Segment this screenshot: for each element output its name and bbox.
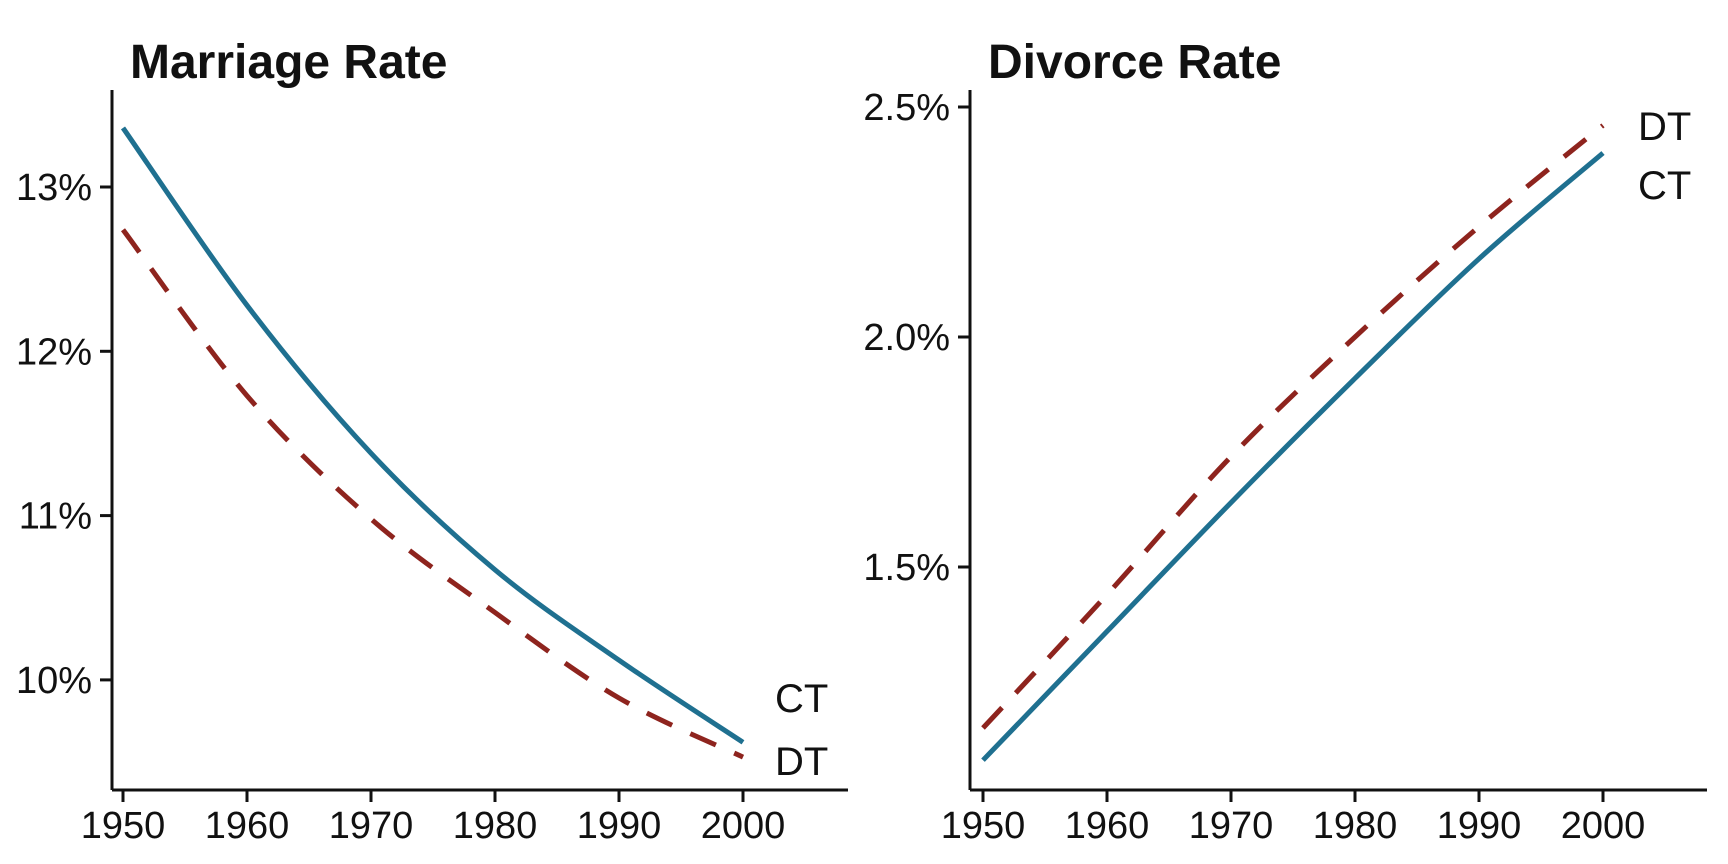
x-tick-label: 1980: [1313, 805, 1398, 847]
y-tick-label: 1.5%: [863, 547, 950, 589]
chart-title-marriage-rate: Marriage Rate: [130, 36, 447, 89]
y-tick-label: 2.0%: [863, 317, 950, 359]
x-tick-label: 1960: [205, 805, 290, 847]
chart-divorce-rate: 1950 1960 1970 1980 1990 2000 2.5% 2.0% 1.5% CT DT: [863, 87, 1707, 847]
x-tick-label: 1970: [1189, 805, 1274, 847]
x-tick-label: 2000: [701, 805, 786, 847]
x-tick-label: 1990: [577, 805, 662, 847]
y-tick-label: 11%: [19, 496, 92, 538]
x-tick-label: 1950: [81, 805, 166, 847]
series-line-dt: [120, 228, 745, 760]
series-line-ct: [981, 151, 1605, 762]
chart-marriage-rate: 1950 1960 1970 1980 1990 2000 13% 12% 11% 10% CT DT: [16, 90, 848, 847]
x-tick-label: 1980: [453, 805, 538, 847]
x-tick-label: 1970: [329, 805, 414, 847]
y-tick-label: 12%: [16, 331, 92, 373]
series-line-dt: [981, 123, 1605, 730]
series-label-dt: DT: [775, 740, 828, 784]
series-label-ct: CT: [775, 677, 828, 721]
y-tick-label: 10%: [16, 660, 92, 702]
chart-title-divorce-rate: Divorce Rate: [988, 36, 1281, 89]
x-tick-label: 1950: [941, 805, 1026, 847]
x-tick-label: 1990: [1437, 805, 1522, 847]
series-label-ct: CT: [1638, 164, 1691, 208]
x-tick-label: 2000: [1561, 805, 1646, 847]
series-label-dt: DT: [1638, 105, 1691, 149]
x-tick-label: 1960: [1065, 805, 1150, 847]
y-tick-label: 2.5%: [863, 87, 950, 129]
series-line-ct: [120, 126, 745, 745]
y-tick-label: 13%: [16, 167, 92, 209]
